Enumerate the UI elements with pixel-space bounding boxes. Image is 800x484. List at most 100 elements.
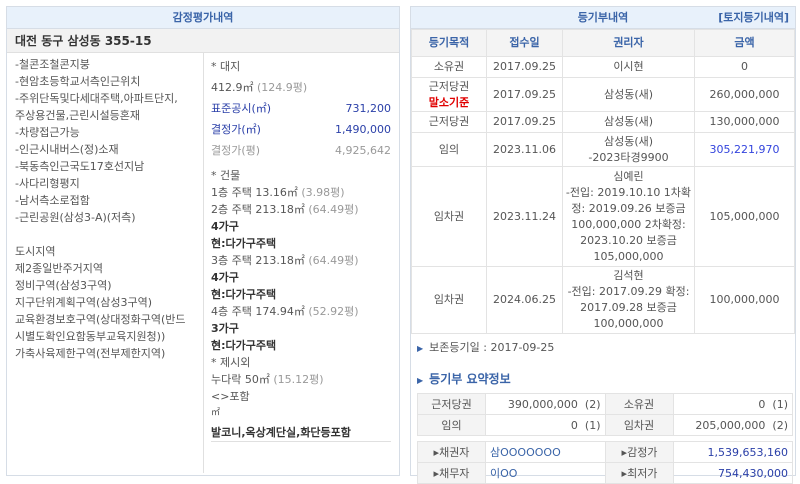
land-registry-link[interactable]: [토지등기내역] bbox=[718, 11, 789, 24]
appraisal-panel: 감정평가내역 대전 동구 삼성동 355-15 -철콘조철콘지붕 -현암초등학교… bbox=[6, 6, 400, 476]
extra-line: 누다락 50㎡ bbox=[211, 373, 270, 386]
floor-use: 현:다가구주택 bbox=[211, 339, 277, 352]
baseline-tag: 말소기준 bbox=[428, 95, 470, 109]
floor-units: 3가구 bbox=[211, 322, 239, 335]
row-holder: 이시현 bbox=[562, 56, 695, 78]
info-key: ▸감정가 bbox=[605, 441, 674, 463]
floor-line: 4층 주택 174.94㎡ bbox=[211, 305, 305, 318]
registry-table: 등기목적 접수일 권리자 금액 소유권 2017.09.25 이시현 0 근저당권 말소… bbox=[411, 29, 795, 334]
registry-panel: 등기부내역 [토지등기내역] 등기목적 접수일 권리자 금액 소유권 2017.09… bbox=[410, 6, 796, 484]
feature-line: -차량접근가능 bbox=[15, 126, 80, 139]
summary-title: 등기부 요약정보 bbox=[429, 372, 511, 386]
zone-line: 도시지역 bbox=[15, 245, 56, 258]
extra-incl: <>포함 bbox=[211, 390, 250, 403]
feature-line: -근린공원(삼성3-A)(저측) bbox=[15, 211, 136, 224]
row-type: 임의 bbox=[411, 132, 487, 167]
row-date: 2017.09.25 bbox=[486, 77, 563, 112]
preservation-text: 보존등기일 : 2017-09-25 bbox=[429, 341, 555, 354]
row-date: 2023.11.24 bbox=[486, 166, 563, 267]
floor-py: (3.98평) bbox=[301, 186, 345, 199]
row-type: 근저당권 bbox=[411, 111, 487, 133]
info-key: ▸채무자 bbox=[417, 462, 486, 484]
summary-amount: 390,000,000 bbox=[507, 397, 578, 411]
bullet-icon: ▶ bbox=[417, 376, 424, 385]
land-area: 412.9㎡ bbox=[211, 81, 254, 94]
feature-line: -사다리형평지 bbox=[15, 177, 80, 190]
land-area-py: (124.9평) bbox=[257, 81, 308, 94]
decided-price-label: 결정가(㎡) bbox=[211, 123, 261, 136]
feature-line: 주상용건물,근린시설등혼재 bbox=[15, 109, 140, 122]
case-info-table: ▸채권자 삼OOOOOOO ▸감정가 1,539,653,160 ▸채무자 이OO ▸최저… bbox=[417, 441, 793, 484]
col-date: 접수일 bbox=[486, 29, 563, 57]
table-header-row: 등기목적 접수일 권리자 금액 bbox=[411, 29, 795, 57]
zone-line: 시별도확인요함동부교육지원청)) bbox=[15, 330, 166, 343]
zone-line: 교육환경보호구역(상대정화구역(반드 bbox=[15, 313, 186, 326]
holder-detail: -전입: 2019.10.10 1차확정: 2019.09.26 보증금 100… bbox=[565, 185, 692, 263]
building-heading: * 건물 bbox=[211, 169, 241, 182]
summary-table: 근저당권 390,000,000 (2) 소유권 0 (1) 임의 0 (1) 임차권 20… bbox=[417, 393, 793, 436]
summary-amount: 0 bbox=[570, 418, 578, 432]
extra-unit: ㎡ bbox=[211, 408, 221, 418]
holder-detail: -전입: 2017.09.29 확정: 2017.09.28 보증금 100,0… bbox=[567, 285, 690, 330]
summary-heading: ▶ 등기부 요약정보 bbox=[411, 357, 795, 393]
table-row: 임차권 2023.11.24 심예린 -전입: 2019.10.10 1차확정: 20… bbox=[411, 166, 795, 267]
bullet-icon: ▶ bbox=[417, 344, 424, 353]
col-holder: 권리자 bbox=[562, 29, 695, 57]
row-holder: 삼성동(새) bbox=[562, 77, 695, 112]
row-holder: 삼성동(새) -2023타경9900 bbox=[562, 132, 695, 167]
table-row: 근저당권 2017.09.25 삼성동(새) 130,000,000 bbox=[411, 111, 795, 133]
summary-count: (2) bbox=[772, 418, 788, 432]
decided-py-value: 4,925,642 bbox=[335, 144, 391, 157]
info-key: ▸최저가 bbox=[605, 462, 674, 484]
floor-units: 4가구 bbox=[211, 220, 239, 233]
floor-use: 현:다가구주택 bbox=[211, 237, 277, 250]
table-row: 임의 2023.11.06 삼성동(새) -2023타경9900 305,221,970 bbox=[411, 132, 795, 167]
preservation-date: ▶ 보존등기일 : 2017-09-25 bbox=[411, 334, 795, 357]
std-price-value: 731,200 bbox=[345, 102, 392, 115]
feature-line: -인근시내버스(정)소재 bbox=[15, 143, 119, 156]
summary-row: 임의 0 (1) 임차권 205,000,000 (2) bbox=[417, 414, 793, 436]
row-date: 2017.09.25 bbox=[486, 56, 563, 78]
feature-line: -철콘조철콘지붕 bbox=[15, 58, 90, 71]
summary-value: 205,000,000 (2) bbox=[672, 414, 793, 436]
land-heading: * 대지 bbox=[211, 60, 241, 73]
floor-py: (52.92평) bbox=[308, 305, 359, 318]
summary-count: (2) bbox=[584, 397, 601, 411]
holder-name: 김석현 bbox=[613, 269, 644, 282]
row-amount: 0 bbox=[694, 56, 795, 78]
holder-name: 삼성동(새) bbox=[603, 134, 654, 148]
extra-heading: * 제시외 bbox=[211, 356, 251, 369]
case-number[interactable]: -2023타경9900 bbox=[588, 150, 669, 164]
summary-amount: 205,000,000 bbox=[695, 418, 766, 432]
feature-line: -주위단독및다세대주택,아파트단지, bbox=[15, 92, 178, 105]
row-amount: 305,221,970 bbox=[694, 132, 795, 167]
row-type: 임차권 bbox=[411, 266, 487, 334]
row-holder: 김석현 -전입: 2017.09.29 확정: 2017.09.28 보증금 10… bbox=[562, 266, 695, 334]
std-price-label: 표준공시(㎡) bbox=[211, 102, 272, 115]
row-date: 2017.09.25 bbox=[486, 111, 563, 133]
creditor-value: 삼OOOOOOO bbox=[485, 441, 606, 463]
extra-note: 발코니,옥상계단실,화단등포함 bbox=[211, 424, 391, 442]
row-amount: 260,000,000 bbox=[694, 77, 795, 112]
feature-line: -현암초등학교서측인근위치 bbox=[15, 75, 141, 88]
summary-key: 임차권 bbox=[604, 414, 674, 436]
minimum-price-value: 754,430,000 bbox=[673, 462, 793, 484]
row-amount: 100,000,000 bbox=[694, 266, 795, 334]
summary-value: 0 (1) bbox=[672, 393, 793, 415]
row-date: 2023.11.06 bbox=[486, 132, 563, 167]
summary-count: (1) bbox=[584, 418, 601, 432]
floor-line: 2층 주택 213.18㎡ bbox=[211, 203, 305, 216]
row-date: 2024.06.25 bbox=[486, 266, 563, 334]
summary-key: 소유권 bbox=[604, 393, 674, 415]
feature-line: -남서측소로접함 bbox=[15, 194, 90, 207]
feature-line: -북동측인근국도17호선지남 bbox=[15, 160, 145, 173]
row-amount: 105,000,000 bbox=[694, 166, 795, 267]
summary-key: 근저당권 bbox=[417, 393, 486, 415]
col-type: 등기목적 bbox=[411, 29, 487, 57]
appraisal-value: 1,539,653,160 bbox=[673, 441, 793, 463]
floor-units: 4가구 bbox=[211, 271, 239, 284]
debtor-value: 이OO bbox=[485, 462, 606, 484]
zone-line: 제2종일반주거지역 bbox=[15, 262, 103, 275]
summary-key: 임의 bbox=[417, 414, 486, 436]
row-holder: 심예린 -전입: 2019.10.10 1차확정: 2019.09.26 보증금 … bbox=[562, 166, 695, 267]
